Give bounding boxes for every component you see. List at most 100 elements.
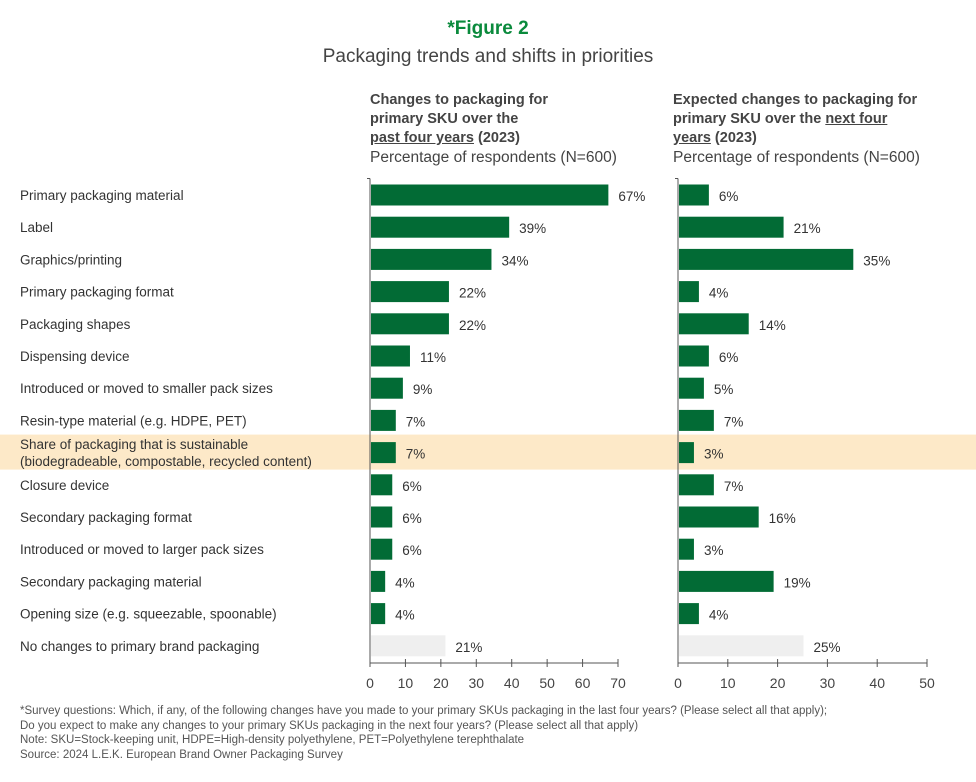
bar (679, 570, 774, 592)
panel-title-line: primary SKU over the (673, 111, 826, 127)
category-label: Primary packaging material (20, 188, 184, 203)
x-tick-label: 30 (468, 675, 484, 691)
panel-title-line: primary SKU over the (370, 111, 519, 127)
x-tick-label: 70 (610, 675, 626, 691)
bar (679, 216, 784, 238)
data-label: 21% (455, 640, 482, 655)
bar (371, 313, 449, 335)
panel-title-line: Expected changes to packaging for (673, 92, 918, 108)
x-tick-label: 60 (575, 675, 591, 691)
x-tick-label: 30 (820, 675, 836, 691)
x-tick-label: 20 (770, 675, 786, 691)
x-tick-label: 10 (720, 675, 736, 691)
x-tick-label: 20 (433, 675, 449, 691)
category-label: Packaging shapes (20, 317, 131, 332)
bar (371, 184, 609, 206)
panel-title-year: (2023) (710, 130, 757, 146)
bar (679, 184, 709, 206)
x-tick-label: 40 (504, 675, 520, 691)
footnotes: *Survey questions: Which, if any, of the… (20, 704, 827, 762)
bar (679, 603, 699, 625)
footnote-line: *Survey questions: Which, if any, of the… (20, 705, 828, 717)
data-label: 4% (709, 286, 729, 301)
data-label: 5% (714, 382, 734, 397)
data-label: 16% (769, 511, 796, 526)
category-label: Graphics/printing (20, 252, 122, 267)
category-label: No changes to primary brand packaging (20, 639, 259, 654)
data-label: 6% (402, 543, 422, 558)
category-label: Secondary packaging material (20, 574, 202, 589)
category-label: Introduced or moved to larger pack sizes (20, 542, 264, 557)
category-label: Secondary packaging format (20, 510, 192, 525)
x-tick-label: 50 (539, 675, 555, 691)
x-tick-label: 0 (366, 675, 374, 691)
data-label: 6% (402, 511, 422, 526)
figure-subtitle: Packaging trends and shifts in prioritie… (322, 46, 654, 67)
data-label: 3% (704, 543, 724, 558)
x-tick-label: 0 (674, 675, 682, 691)
panel-header-past: Changes to packaging for primary SKU ove… (370, 91, 617, 168)
bar (679, 538, 694, 560)
bar (679, 281, 699, 303)
data-label: 7% (406, 414, 426, 429)
footnote-line: Source: 2024 L.E.K. European Brand Owner… (20, 748, 343, 761)
panel-title-year: (2023) (473, 130, 520, 146)
data-label: 9% (413, 382, 433, 397)
data-label: 4% (395, 608, 415, 623)
bar (679, 377, 704, 399)
data-label: 39% (519, 221, 546, 236)
bar (371, 281, 449, 303)
bar (371, 248, 492, 270)
bar (371, 570, 386, 592)
data-label: 4% (709, 608, 729, 623)
x-tick-label: 10 (398, 675, 414, 691)
bar (371, 635, 446, 657)
bar (679, 345, 709, 367)
bar (371, 538, 393, 560)
panel-title-line: Changes to packaging for (370, 92, 549, 108)
bar (679, 635, 804, 657)
x-tick-label: 50 (919, 675, 935, 691)
bar (679, 442, 694, 464)
bar (371, 345, 410, 367)
data-label: 4% (395, 575, 415, 590)
data-label: 7% (724, 479, 744, 494)
bar (679, 409, 714, 431)
panel-title-underlined: past four years (370, 130, 474, 146)
data-label: 6% (719, 189, 739, 204)
data-label: 14% (759, 318, 786, 333)
highlight-band (0, 434, 976, 470)
category-label: Introduced or moved to smaller pack size… (20, 381, 273, 396)
panel-header-next: Expected changes to packaging for primar… (673, 91, 920, 168)
bar (679, 313, 749, 335)
data-label: 6% (402, 479, 422, 494)
category-label: Opening size (e.g. squeezable, spoonable… (20, 607, 277, 622)
bar (371, 603, 386, 625)
category-label: Resin-type material (e.g. HDPE, PET) (20, 413, 247, 428)
data-label: 7% (406, 447, 426, 462)
data-label: 22% (459, 286, 486, 301)
category-label: Closure device (20, 478, 109, 493)
category-label: Share of packaging that is sustainable (20, 437, 248, 452)
panel-title-underlined: next four (825, 111, 888, 127)
bar (371, 474, 393, 496)
data-label: 22% (459, 318, 486, 333)
data-label: 11% (420, 350, 446, 365)
bar (371, 442, 396, 464)
footnote-line: Note: SKU=Stock-keeping unit, HDPE=High-… (20, 734, 525, 746)
bar (371, 506, 393, 528)
data-label: 6% (719, 350, 739, 365)
data-label: 25% (814, 640, 841, 655)
category-label: (biodegradeable, compostable, recycled c… (20, 454, 312, 469)
data-label: 35% (863, 253, 890, 268)
data-label: 7% (724, 414, 744, 429)
data-label: 3% (704, 447, 724, 462)
footnote-line: Do you expect to make any changes to you… (20, 719, 639, 732)
panel-metric: Percentage of respondents (N=600) (370, 149, 617, 166)
panel-title-underlined: years (673, 130, 711, 146)
bar (371, 377, 403, 399)
data-label: 19% (784, 575, 811, 590)
bar (679, 248, 854, 270)
category-label: Primary packaging format (20, 285, 174, 300)
bar (679, 474, 714, 496)
